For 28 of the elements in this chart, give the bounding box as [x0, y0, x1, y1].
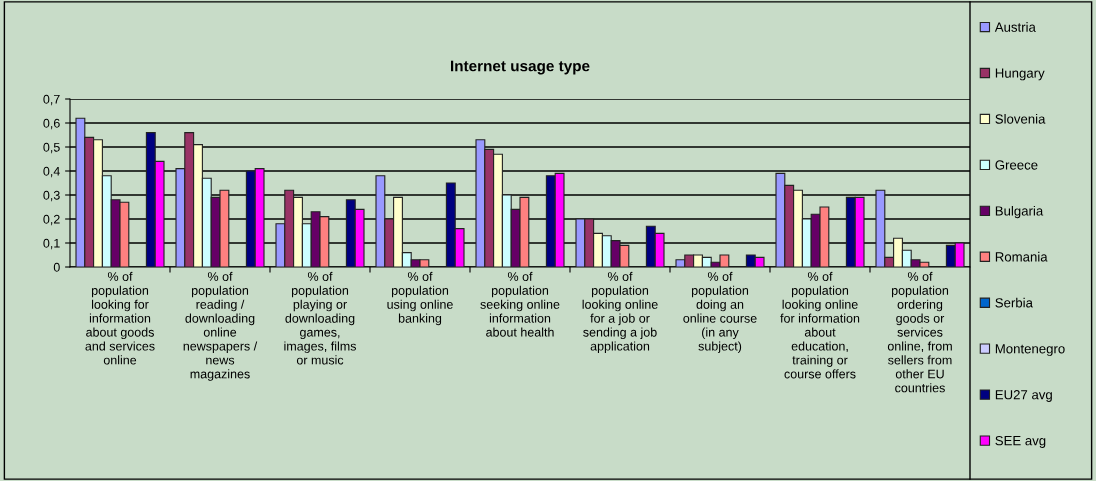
x-tick-label: % of population playing or downloading games, images, films or music: [284, 271, 357, 365]
x-tick-label: % of population seeking online information about health: [480, 271, 560, 337]
y-tick-label: 0,2: [43, 214, 60, 226]
chart-title: Internet usage type: [450, 60, 590, 75]
y-tick-label: 0,3: [43, 190, 60, 202]
legend-label: Serbia: [995, 297, 1033, 308]
x-tick-label: % of population using online banking: [387, 271, 453, 326]
y-tick-label: 0,7: [43, 94, 60, 106]
x-tick-label: % of population doing an online course (in any subject): [683, 271, 757, 354]
y-tick-label: 0: [53, 262, 60, 272]
category-label: % of population ordering goods or services online, from sellers from other EU countries: [887, 271, 952, 393]
y-tick-label: 0,5: [43, 142, 60, 154]
legend-label: Austria: [994, 22, 1036, 32]
legend-label: Romania: [995, 251, 1048, 262]
y-tick-label: 0,4: [43, 166, 60, 178]
y-tick-label: 0,6: [43, 118, 60, 130]
legend-label: SEE avg: [995, 435, 1046, 448]
x-tick-label: % of population looking online for a job or sending a job application: [582, 271, 658, 354]
legend-label: Hungary: [995, 68, 1045, 81]
legend-label: Montenegro: [995, 344, 1065, 357]
x-tick-label: % of population reading / downloading online newspapers / news magazines: [183, 271, 258, 381]
legend-label: Greece: [995, 160, 1038, 170]
y-tick-label: 0,1: [43, 238, 60, 250]
x-tick-label: % of population looking online for information about education, training or course offers: [780, 271, 860, 379]
legend-label: EU27 avg: [995, 390, 1052, 402]
legend-label: Bulgaria: [995, 205, 1044, 219]
x-tick-label: % of population looking for information about goods and services online: [85, 271, 155, 365]
legend-label: Slovenia: [995, 114, 1046, 124]
